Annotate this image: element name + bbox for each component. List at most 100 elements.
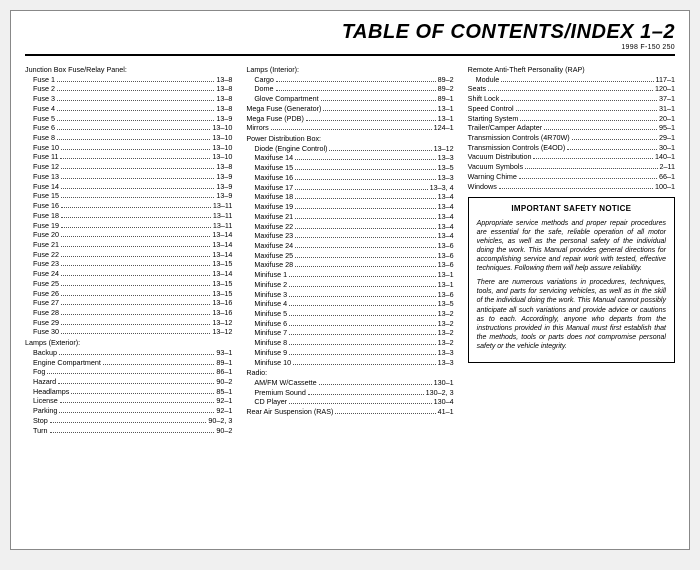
index-entry: Minifuse 3 13–6 — [246, 290, 453, 300]
index-entry: Backup93–1 — [25, 348, 232, 358]
entry-label: Fuse 3 — [33, 94, 55, 104]
leader-dots — [295, 261, 436, 267]
leader-dots — [295, 242, 436, 248]
entry-label: Fuse 28 — [33, 308, 59, 318]
index-entry: Fuse 2313–15 — [25, 259, 232, 269]
leader-dots — [295, 252, 436, 258]
notice-paragraph: Appropriate service methods and proper r… — [477, 219, 666, 274]
leader-dots — [59, 349, 214, 355]
leader-dots — [501, 95, 657, 101]
entry-label: Mega Fuse (Generator) — [246, 104, 321, 114]
index-entry: Fuse 2713–16 — [25, 298, 232, 308]
leader-dots — [499, 183, 653, 189]
entry-label: Minifuse 3 — [254, 290, 287, 300]
entry-page: 2–11 — [660, 162, 675, 172]
leader-dots — [57, 95, 214, 101]
index-entry: Hazard90–2 — [25, 377, 232, 387]
entry-label: Turn — [33, 426, 48, 436]
leader-dots — [295, 154, 436, 160]
entry-label: Fuse 18 — [33, 211, 59, 221]
entry-label: Maxifuse 17 — [254, 183, 293, 193]
leader-dots — [61, 270, 210, 276]
entry-label: Fuse 1 — [33, 75, 55, 85]
entry-page: 41–1 — [438, 407, 454, 417]
leader-dots — [61, 319, 210, 325]
leader-dots — [306, 115, 436, 121]
entry-label: Maxifuse 16 — [254, 173, 293, 183]
index-entry: Transmission Controls (E4OD)30–1 — [468, 143, 675, 153]
entry-label: Maxifuse 21 — [254, 212, 293, 222]
entry-label: Maxifuse 14 — [254, 153, 293, 163]
header: TABLE OF CONTENTS/INDEX 1–2 1998 F-150 2… — [25, 21, 675, 51]
index-entry: Maxifuse 24 13–6 — [246, 241, 453, 251]
page-sub: 1998 F-150 250 — [25, 44, 675, 51]
leader-dots — [295, 164, 436, 170]
index-entry: Cargo89–2 — [246, 75, 453, 85]
entry-page: 13–1 — [438, 114, 454, 124]
notice-paragraph: There are numerous variations in procedu… — [477, 278, 666, 351]
index-entry: Fog 86–1 — [25, 367, 232, 377]
leader-dots — [289, 398, 432, 404]
index-entry: Fuse 313–8 — [25, 94, 232, 104]
entry-page: 13–6 — [438, 251, 454, 261]
index-entry: Minifuse 613–2 — [246, 319, 453, 329]
entry-page: 29–1 — [659, 133, 675, 143]
leader-dots — [319, 379, 432, 385]
entry-label: Speed Control — [468, 104, 514, 114]
leader-dots — [57, 105, 214, 111]
index-entry: Warning Chime66–1 — [468, 172, 675, 182]
entry-label: Fog — [33, 367, 45, 377]
entry-page: 13–6 — [438, 241, 454, 251]
index-entry: Maxifuse 2113–4 — [246, 212, 453, 222]
leader-dots — [335, 408, 435, 414]
entry-page: 13–14 — [212, 250, 232, 260]
entry-page: 86–1 — [216, 367, 232, 377]
leader-dots — [61, 202, 211, 208]
entry-page: 13–6 — [438, 290, 454, 300]
entry-page: 13–12 — [212, 318, 232, 328]
entry-label: Fuse 20 — [33, 230, 59, 240]
entry-label: Trailer/Camper Adapter — [468, 123, 542, 133]
entry-label: Maxifuse 24 — [254, 241, 293, 251]
entry-page: 13–11 — [213, 201, 232, 211]
index-entry: Maxifuse 2313–4 — [246, 231, 453, 241]
header-rule — [25, 54, 675, 56]
entry-page: 13–14 — [212, 269, 232, 279]
entry-label: Minifuse 7 — [254, 328, 287, 338]
entry-label: Parking — [33, 406, 57, 416]
entry-page: 13–4 — [438, 222, 454, 232]
entry-page: 13–15 — [212, 259, 232, 269]
entry-page: 13–12 — [212, 327, 232, 337]
index-entry: Shift Lock37–1 — [468, 94, 675, 104]
group-heading: Remote Anti-Theft Personality (RAP) — [468, 65, 675, 75]
leader-dots — [61, 309, 210, 315]
entry-page: 13–9 — [216, 191, 232, 201]
entry-page: 130–2, 3 — [426, 388, 454, 398]
entry-label: Maxifuse 25 — [254, 251, 293, 261]
entry-label: Seats — [468, 84, 486, 94]
entry-label: Minifuse 4 — [254, 299, 287, 309]
index-entry: Minifuse 1013–3 — [246, 358, 453, 368]
entry-page: 90–2 — [216, 426, 232, 436]
entry-page: 13–6 — [438, 260, 454, 270]
index-entry: Fuse 1313–9 — [25, 172, 232, 182]
entry-page: 13–16 — [212, 308, 232, 318]
entry-page: 13–9 — [216, 172, 232, 182]
entry-label: Mirrors — [246, 123, 268, 133]
entry-page: 13–15 — [212, 289, 232, 299]
entry-page: 100–1 — [655, 182, 675, 192]
leader-dots — [276, 76, 436, 82]
entry-label: Rear Air Suspension (RAS) — [246, 407, 333, 417]
entry-page: 13–5 — [438, 163, 454, 173]
entry-page: 13–11 — [213, 221, 232, 231]
index-entry: Minifuse 713–2 — [246, 328, 453, 338]
entry-label: Module — [476, 75, 500, 85]
leader-dots — [295, 232, 436, 238]
entry-label: Windows — [468, 182, 497, 192]
leader-dots — [520, 115, 657, 121]
index-entry: Fuse 24 13–14 — [25, 269, 232, 279]
leader-dots — [50, 427, 215, 433]
entry-label: Fuse 24 — [33, 269, 59, 279]
entry-label: Fuse 22 — [33, 250, 59, 260]
index-entry: Minifuse 213–1 — [246, 280, 453, 290]
